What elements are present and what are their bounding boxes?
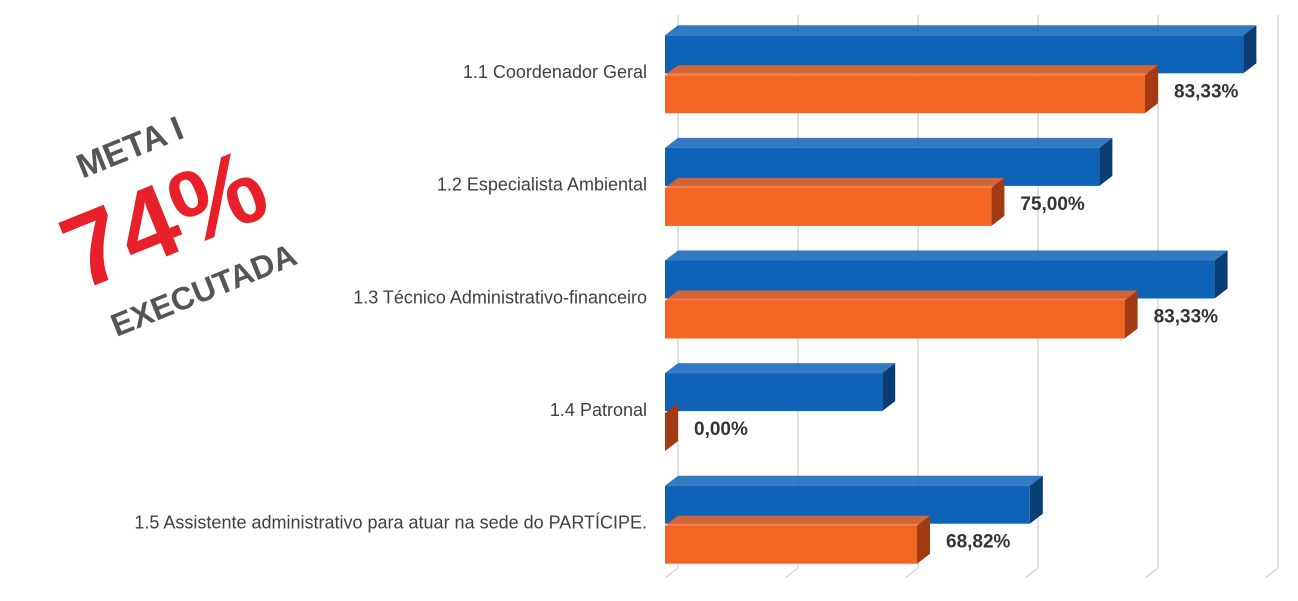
- category-label: 1.1 Coordenador Geral: [463, 62, 647, 82]
- bar-face: [1124, 290, 1138, 339]
- bar: [665, 65, 1158, 114]
- value-label: 83,33%: [1174, 81, 1239, 102]
- value-label: 68,82%: [946, 532, 1011, 553]
- bar-face: [665, 65, 1158, 76]
- category-label: 1.3 Técnico Administrativo-financeiro: [353, 287, 647, 307]
- category-label: 1.5 Assistente administrativo para atuar…: [134, 512, 647, 532]
- bar-face: [665, 290, 1138, 301]
- bar-face: [1214, 250, 1228, 299]
- bar: [665, 290, 1138, 339]
- bar-face: [665, 177, 1005, 188]
- bar-face: [665, 25, 1257, 36]
- grid-foot: [784, 567, 799, 579]
- category-label: 1.2 Especialista Ambiental: [437, 175, 647, 195]
- bar: [665, 403, 678, 452]
- bar-face: [665, 475, 1043, 486]
- grid-foot: [1024, 567, 1039, 579]
- value-label: 75,00%: [1020, 194, 1085, 215]
- grid-foot: [1144, 567, 1159, 579]
- bar-face: [665, 137, 1113, 148]
- bar-face: [991, 177, 1005, 226]
- bar-face: [665, 363, 896, 374]
- grid-foot: [904, 567, 919, 579]
- category-label: 1.4 Patronal: [550, 400, 647, 420]
- bar-face: [665, 187, 992, 226]
- bar-face: [665, 525, 917, 564]
- bar-face: [665, 75, 1145, 114]
- grid-foot: [664, 567, 679, 579]
- bar-face: [665, 403, 678, 452]
- bar-face: [665, 250, 1228, 261]
- bar: [665, 515, 930, 564]
- bar-face: [1029, 475, 1043, 524]
- bar-face: [1145, 65, 1158, 114]
- bar-face: [882, 363, 896, 412]
- bar-face: [1099, 137, 1113, 186]
- bar: [665, 363, 896, 412]
- grid-foot: [1264, 567, 1279, 579]
- bar: [665, 177, 1005, 226]
- value-label: 83,33%: [1154, 307, 1219, 328]
- stamp: META I 74% EXECUTADA: [46, 109, 301, 343]
- bar-face: [665, 515, 930, 526]
- bar-face: [917, 515, 930, 564]
- bar-face: [665, 373, 883, 412]
- bar-face: [665, 300, 1125, 339]
- value-label: 0,00%: [694, 419, 748, 440]
- bar-face: [1243, 25, 1257, 74]
